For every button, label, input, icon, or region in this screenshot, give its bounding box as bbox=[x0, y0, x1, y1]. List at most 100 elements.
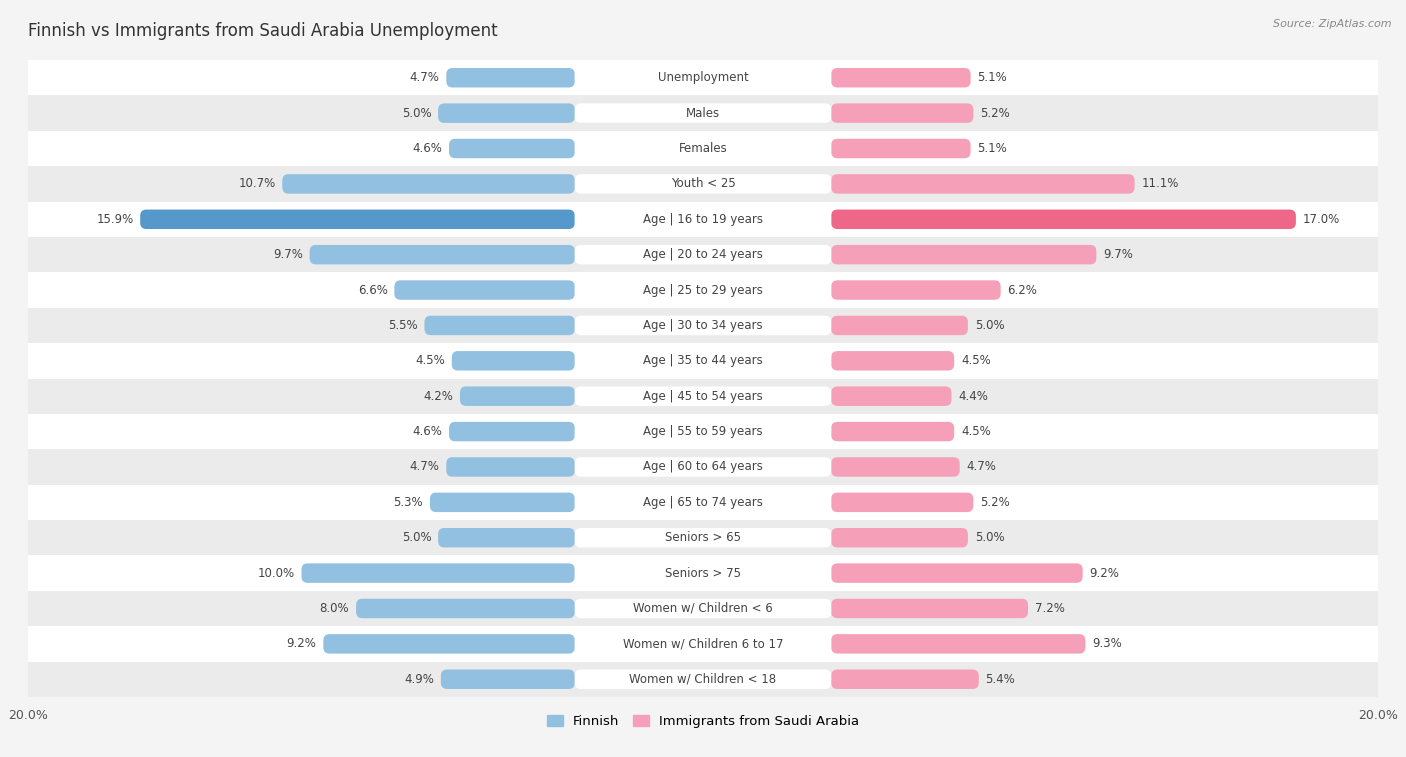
FancyBboxPatch shape bbox=[356, 599, 575, 618]
FancyBboxPatch shape bbox=[831, 280, 1001, 300]
Text: Source: ZipAtlas.com: Source: ZipAtlas.com bbox=[1274, 19, 1392, 29]
Text: 6.2%: 6.2% bbox=[1008, 284, 1038, 297]
Text: 11.1%: 11.1% bbox=[1142, 177, 1178, 191]
Text: Age | 35 to 44 years: Age | 35 to 44 years bbox=[643, 354, 763, 367]
FancyBboxPatch shape bbox=[575, 316, 831, 335]
FancyBboxPatch shape bbox=[831, 245, 1097, 264]
Text: Age | 60 to 64 years: Age | 60 to 64 years bbox=[643, 460, 763, 473]
FancyBboxPatch shape bbox=[575, 245, 831, 264]
FancyBboxPatch shape bbox=[575, 139, 831, 158]
FancyBboxPatch shape bbox=[460, 387, 575, 406]
Text: 4.7%: 4.7% bbox=[409, 71, 440, 84]
Text: Seniors > 75: Seniors > 75 bbox=[665, 566, 741, 580]
Bar bbox=[28, 484, 1378, 520]
FancyBboxPatch shape bbox=[831, 493, 973, 512]
Text: Women w/ Children 6 to 17: Women w/ Children 6 to 17 bbox=[623, 637, 783, 650]
FancyBboxPatch shape bbox=[425, 316, 575, 335]
Text: 5.2%: 5.2% bbox=[980, 496, 1010, 509]
FancyBboxPatch shape bbox=[394, 280, 575, 300]
FancyBboxPatch shape bbox=[831, 669, 979, 689]
FancyBboxPatch shape bbox=[575, 563, 831, 583]
FancyBboxPatch shape bbox=[831, 316, 967, 335]
Text: 4.7%: 4.7% bbox=[966, 460, 997, 473]
Text: 8.0%: 8.0% bbox=[319, 602, 349, 615]
Text: Youth < 25: Youth < 25 bbox=[671, 177, 735, 191]
FancyBboxPatch shape bbox=[575, 210, 831, 229]
Text: 5.2%: 5.2% bbox=[980, 107, 1010, 120]
Bar bbox=[28, 343, 1378, 378]
FancyBboxPatch shape bbox=[141, 210, 575, 229]
Bar bbox=[28, 167, 1378, 201]
Text: 9.2%: 9.2% bbox=[287, 637, 316, 650]
FancyBboxPatch shape bbox=[446, 457, 575, 477]
FancyBboxPatch shape bbox=[831, 139, 970, 158]
Text: Seniors > 65: Seniors > 65 bbox=[665, 531, 741, 544]
FancyBboxPatch shape bbox=[451, 351, 575, 370]
FancyBboxPatch shape bbox=[831, 528, 967, 547]
FancyBboxPatch shape bbox=[439, 104, 575, 123]
Bar bbox=[28, 60, 1378, 95]
FancyBboxPatch shape bbox=[449, 422, 575, 441]
Text: 4.5%: 4.5% bbox=[415, 354, 446, 367]
Text: 4.9%: 4.9% bbox=[404, 673, 434, 686]
FancyBboxPatch shape bbox=[831, 599, 1028, 618]
Text: 4.4%: 4.4% bbox=[959, 390, 988, 403]
Text: Finnish vs Immigrants from Saudi Arabia Unemployment: Finnish vs Immigrants from Saudi Arabia … bbox=[28, 22, 498, 40]
FancyBboxPatch shape bbox=[575, 387, 831, 406]
Text: 9.7%: 9.7% bbox=[1104, 248, 1133, 261]
Text: 5.0%: 5.0% bbox=[974, 319, 1004, 332]
Bar bbox=[28, 131, 1378, 167]
FancyBboxPatch shape bbox=[831, 351, 955, 370]
FancyBboxPatch shape bbox=[446, 68, 575, 88]
Text: 5.5%: 5.5% bbox=[388, 319, 418, 332]
FancyBboxPatch shape bbox=[309, 245, 575, 264]
Bar bbox=[28, 662, 1378, 697]
FancyBboxPatch shape bbox=[575, 280, 831, 300]
FancyBboxPatch shape bbox=[831, 457, 960, 477]
Text: 5.0%: 5.0% bbox=[974, 531, 1004, 544]
Text: 10.7%: 10.7% bbox=[238, 177, 276, 191]
FancyBboxPatch shape bbox=[575, 457, 831, 477]
Text: 17.0%: 17.0% bbox=[1302, 213, 1340, 226]
FancyBboxPatch shape bbox=[575, 669, 831, 689]
FancyBboxPatch shape bbox=[430, 493, 575, 512]
Text: Age | 30 to 34 years: Age | 30 to 34 years bbox=[643, 319, 763, 332]
Text: 5.3%: 5.3% bbox=[394, 496, 423, 509]
Text: Women w/ Children < 18: Women w/ Children < 18 bbox=[630, 673, 776, 686]
Text: Age | 25 to 29 years: Age | 25 to 29 years bbox=[643, 284, 763, 297]
Bar bbox=[28, 449, 1378, 484]
Text: Women w/ Children < 6: Women w/ Children < 6 bbox=[633, 602, 773, 615]
Text: 9.2%: 9.2% bbox=[1090, 566, 1119, 580]
FancyBboxPatch shape bbox=[575, 68, 831, 88]
FancyBboxPatch shape bbox=[575, 351, 831, 370]
FancyBboxPatch shape bbox=[283, 174, 575, 194]
FancyBboxPatch shape bbox=[831, 634, 1085, 653]
FancyBboxPatch shape bbox=[575, 422, 831, 441]
FancyBboxPatch shape bbox=[575, 493, 831, 512]
Bar bbox=[28, 237, 1378, 273]
FancyBboxPatch shape bbox=[575, 634, 831, 653]
FancyBboxPatch shape bbox=[575, 599, 831, 618]
FancyBboxPatch shape bbox=[439, 528, 575, 547]
Text: Age | 20 to 24 years: Age | 20 to 24 years bbox=[643, 248, 763, 261]
Bar bbox=[28, 308, 1378, 343]
FancyBboxPatch shape bbox=[449, 139, 575, 158]
FancyBboxPatch shape bbox=[831, 104, 973, 123]
Text: 5.0%: 5.0% bbox=[402, 107, 432, 120]
Text: 4.6%: 4.6% bbox=[412, 425, 443, 438]
Legend: Finnish, Immigrants from Saudi Arabia: Finnish, Immigrants from Saudi Arabia bbox=[541, 709, 865, 734]
Bar bbox=[28, 378, 1378, 414]
Bar bbox=[28, 414, 1378, 449]
Text: Males: Males bbox=[686, 107, 720, 120]
FancyBboxPatch shape bbox=[575, 174, 831, 194]
FancyBboxPatch shape bbox=[575, 528, 831, 547]
FancyBboxPatch shape bbox=[831, 68, 970, 88]
Text: Age | 45 to 54 years: Age | 45 to 54 years bbox=[643, 390, 763, 403]
Text: Females: Females bbox=[679, 142, 727, 155]
FancyBboxPatch shape bbox=[831, 174, 1135, 194]
FancyBboxPatch shape bbox=[575, 104, 831, 123]
Bar bbox=[28, 520, 1378, 556]
Text: 15.9%: 15.9% bbox=[96, 213, 134, 226]
Text: 9.7%: 9.7% bbox=[273, 248, 302, 261]
Bar bbox=[28, 626, 1378, 662]
